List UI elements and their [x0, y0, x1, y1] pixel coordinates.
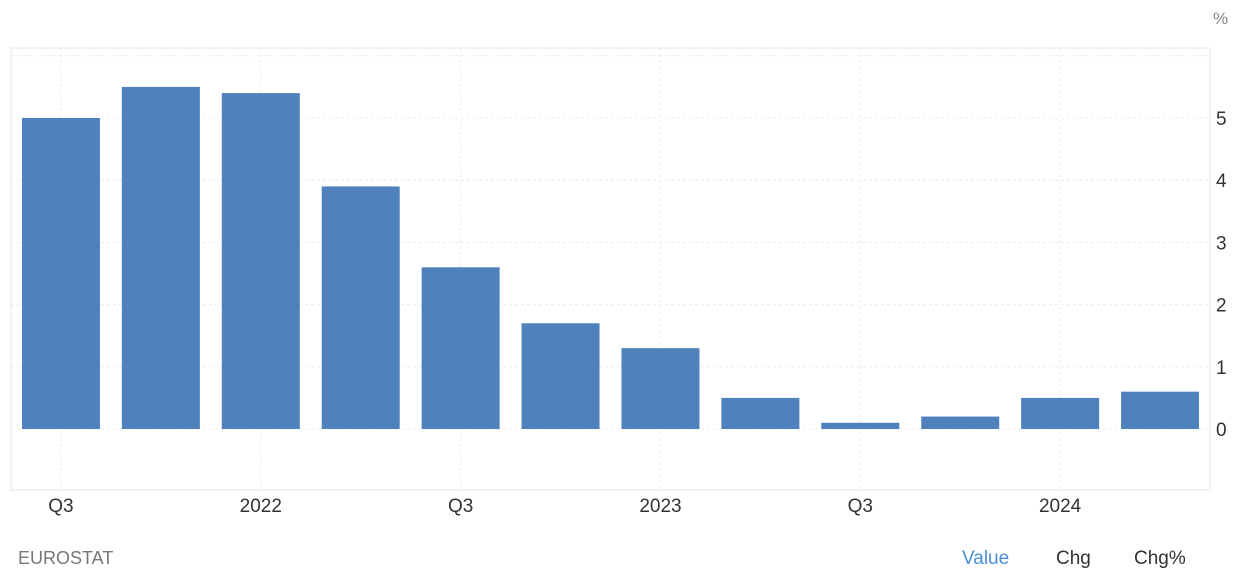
bar[interactable] [821, 422, 900, 429]
y-tick-label: 4 [1216, 171, 1227, 192]
bar[interactable] [1121, 391, 1200, 429]
bar[interactable] [21, 118, 100, 429]
x-tick-label: Q3 [448, 496, 473, 517]
tab-chg[interactable]: Chg [1056, 548, 1091, 569]
y-axis-unit: % [1213, 9, 1228, 28]
x-axis: Q3 2022 Q3 2023 Q3 2024 [48, 496, 1081, 517]
bar[interactable] [1021, 397, 1100, 429]
bar[interactable] [921, 416, 1000, 429]
source-label: EUROSTAT [18, 548, 114, 568]
bar[interactable] [321, 186, 400, 429]
bar[interactable] [221, 93, 300, 430]
bar[interactable] [421, 267, 500, 429]
x-tick-label: Q3 [48, 496, 73, 517]
bar[interactable] [721, 397, 800, 429]
bar-chart: 0 1 2 3 4 5 Q3 2022 Q3 2023 Q3 2024 % [10, 9, 1228, 517]
bars [21, 86, 1200, 430]
x-tick-label: Q3 [848, 496, 873, 517]
y-tick-label: 5 [1216, 109, 1227, 130]
bar[interactable] [521, 323, 600, 429]
y-tick-label: 3 [1216, 233, 1227, 254]
bar[interactable] [121, 86, 200, 430]
grid [10, 47, 1211, 491]
x-tick-label: 2022 [240, 496, 282, 517]
x-tick-label: 2023 [639, 496, 681, 517]
x-tick-label: 2024 [1039, 496, 1082, 517]
plot-frame [10, 47, 1211, 491]
y-tick-label: 1 [1216, 358, 1227, 379]
y-tick-label: 0 [1216, 420, 1227, 441]
tab-value[interactable]: Value [962, 548, 1010, 569]
y-axis: 0 1 2 3 4 5 [1216, 109, 1227, 441]
bar[interactable] [621, 348, 700, 429]
y-tick-label: 2 [1216, 296, 1227, 317]
tab-chg-percent[interactable]: Chg% [1134, 548, 1186, 569]
